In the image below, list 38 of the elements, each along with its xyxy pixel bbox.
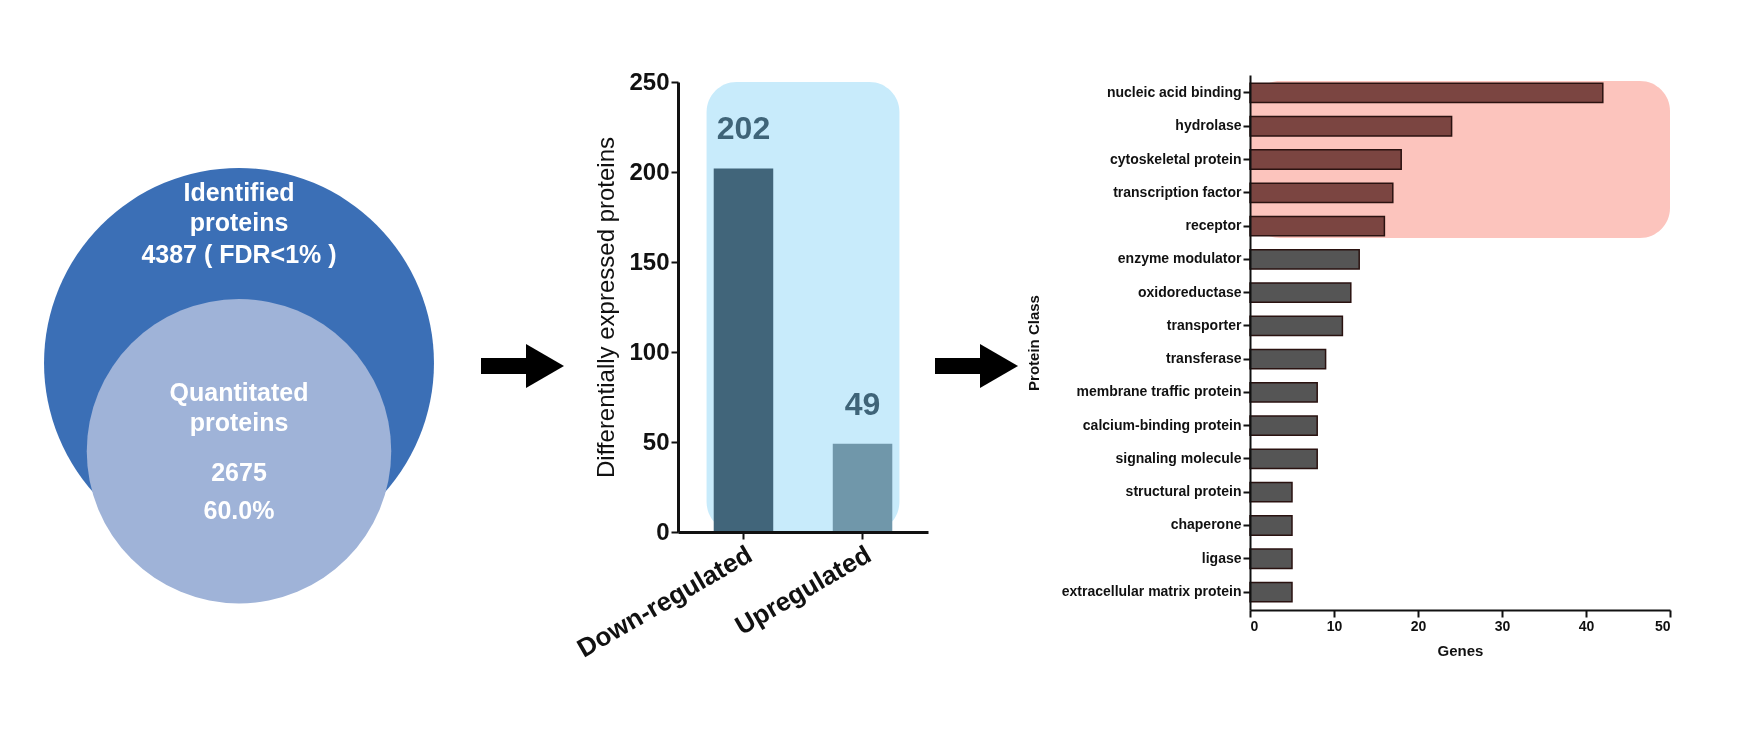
y-tick-label: extracellular matrix protein [1061, 582, 1242, 599]
y-tick-label: nucleic acid binding [1106, 83, 1242, 100]
x-tick-label: 0 [1250, 617, 1259, 633]
y-tick-label: 50 [642, 427, 670, 455]
y-tick-label: enzyme modulator [1117, 249, 1243, 266]
x-axis-title: Genes [1437, 641, 1484, 658]
x-tick-label: 20 [1410, 617, 1427, 633]
x-tick-label: 40 [1578, 617, 1595, 633]
y-tick-label: membrane traffic protein [1076, 382, 1242, 399]
y-axis-title: Protein Class [1024, 294, 1042, 391]
y-tick-label: transporter [1166, 316, 1243, 333]
data-label: 202 [716, 110, 771, 147]
y-tick-label: hydrolase [1175, 116, 1242, 133]
x-tick-label: 10 [1326, 617, 1343, 633]
data-label: 49 [844, 385, 881, 422]
y-tick-label: chaperone [1170, 515, 1242, 532]
y-tick-label: 250 [629, 67, 670, 95]
x-tick-label: 50 [1654, 617, 1671, 633]
y-tick-label: receptor [1185, 216, 1243, 233]
x-tick-label: 30 [1494, 617, 1511, 633]
y-tick-label: 200 [629, 157, 670, 185]
category-label: Identified proteins [183, 178, 295, 236]
y-tick-label: 100 [629, 337, 670, 365]
data-label: 2675 [211, 458, 267, 487]
y-tick-label: cytoskeletal protein [1110, 150, 1242, 167]
y-axis-title: Differentially expressed proteins [592, 136, 620, 479]
y-tick-label: transcription factor [1113, 183, 1243, 200]
y-tick-label: signaling molecule [1115, 449, 1242, 466]
text: 60.0% [203, 496, 275, 525]
y-tick-label: oxidoreductase [1138, 283, 1242, 300]
y-tick-label: transferase [1166, 349, 1242, 366]
y-tick-label: structural protein [1125, 482, 1242, 499]
y-tick-label: ligase [1201, 549, 1242, 566]
y-tick-label: 150 [629, 247, 670, 275]
data-label: 4387 ( FDR<1% ) [141, 240, 337, 268]
y-tick-label: calcium-binding protein [1082, 416, 1242, 433]
category-label: Quantitated proteins [169, 378, 309, 437]
y-tick-label: 0 [656, 517, 670, 545]
